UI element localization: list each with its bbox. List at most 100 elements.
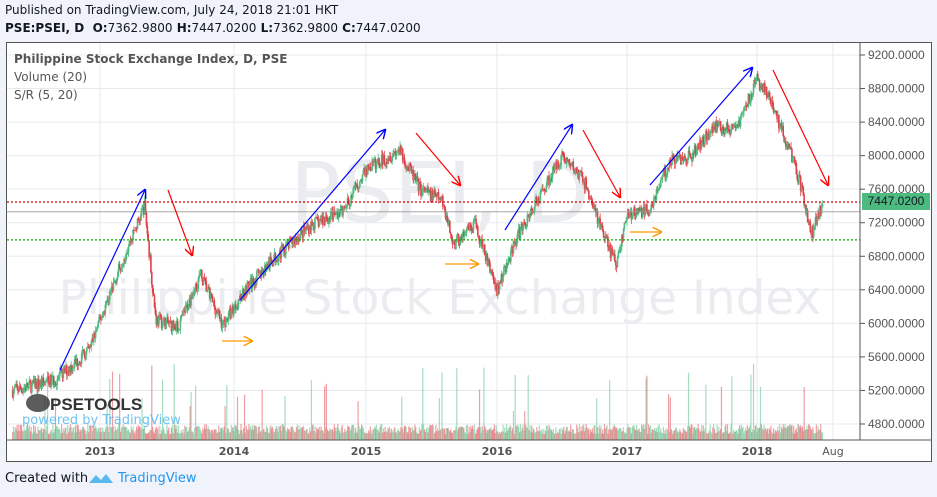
- volume-bar: [81, 426, 84, 440]
- volume-bar: [95, 425, 97, 440]
- volume-bar: [798, 425, 800, 440]
- volume-bar: [186, 426, 188, 440]
- volume-bar: [103, 432, 106, 440]
- candle-body: [804, 204, 806, 206]
- volume-bar: [674, 428, 677, 440]
- volume-bar: [457, 430, 459, 440]
- volume-bar: [511, 430, 513, 440]
- candle-body: [14, 386, 17, 388]
- volume-bar: [713, 429, 716, 440]
- volume-bar: [187, 430, 190, 440]
- volume-bar: [363, 431, 365, 440]
- candle-body: [197, 278, 200, 289]
- published-line: Published on TradingView.com, July 24, 2…: [5, 3, 339, 17]
- volume-bar: [114, 426, 116, 440]
- candle-body: [459, 236, 462, 246]
- candle-body: [432, 195, 435, 201]
- trend-down-arrow[interactable]: [415, 132, 460, 185]
- volume-bar: [443, 429, 445, 440]
- volume-bar: [801, 426, 804, 440]
- tradingview-link[interactable]: TradingView: [118, 471, 197, 486]
- volume-bar: [33, 424, 35, 440]
- legend-main[interactable]: Philippine Stock Exchange Index, D, PSE: [14, 52, 288, 66]
- price-axis: 9200.00008800.00008400.00008000.00007600…: [860, 48, 925, 431]
- volume-bar: [668, 394, 670, 440]
- candle-body: [312, 225, 314, 227]
- volume-bar: [742, 426, 744, 440]
- volume-bar: [281, 424, 283, 440]
- candle-body: [341, 205, 344, 216]
- candle-body: [257, 269, 260, 273]
- candle-body: [74, 359, 77, 363]
- legend-volume[interactable]: Volume (20): [14, 70, 88, 84]
- volume-bar: [109, 379, 111, 440]
- candle-body: [731, 124, 734, 127]
- candle-body: [134, 229, 136, 231]
- volume-bar: [663, 432, 665, 440]
- volume-bar: [339, 433, 342, 440]
- volume-bar: [434, 432, 436, 440]
- candle-body: [785, 145, 788, 147]
- volume-bar: [794, 430, 797, 440]
- trend-down-arrow[interactable]: [167, 189, 192, 255]
- candle-body: [774, 110, 777, 112]
- volume-bar: [387, 427, 389, 440]
- trend-up-arrow[interactable]: [239, 130, 385, 301]
- candle-body: [573, 169, 575, 174]
- candle-body: [15, 383, 17, 387]
- volume-bar: [466, 424, 468, 440]
- volume-bar: [685, 431, 687, 440]
- candle-body: [264, 265, 267, 272]
- volume-bar: [65, 427, 67, 440]
- volume-bar: [509, 425, 511, 440]
- candle-body: [503, 266, 505, 276]
- candle-body: [343, 205, 345, 208]
- volume-bar: [151, 365, 153, 440]
- candle-body: [579, 170, 581, 173]
- volume-bar: [342, 432, 344, 440]
- candle-body: [819, 206, 821, 219]
- candle-body: [334, 214, 336, 216]
- legend-sr[interactable]: S/R (5, 20): [14, 88, 78, 102]
- candle-body: [111, 286, 114, 291]
- candle-body: [609, 244, 612, 259]
- volume-bar: [232, 426, 234, 440]
- candle-body: [267, 260, 270, 269]
- volume-bar: [231, 428, 233, 440]
- volume-bar: [273, 432, 275, 440]
- volume-bar: [557, 431, 559, 440]
- trend-up-arrow[interactable]: [504, 125, 572, 231]
- trend-up-arrow[interactable]: [649, 68, 752, 186]
- volume-bar: [82, 426, 85, 440]
- volume-bar: [551, 429, 553, 440]
- candle-body: [483, 244, 485, 248]
- volume-bar: [190, 391, 192, 440]
- volume-bar: [501, 431, 503, 440]
- price-tick-label: 8400.0000: [868, 115, 925, 129]
- volume-bar: [37, 426, 39, 440]
- trend-up-arrow[interactable]: [59, 190, 145, 371]
- candle-body: [541, 188, 543, 191]
- volume-bar: [397, 428, 399, 440]
- volume-bar: [413, 429, 415, 440]
- volume-bar: [458, 426, 461, 440]
- trend-down-arrow[interactable]: [582, 129, 620, 197]
- volume-bar: [690, 424, 692, 440]
- candle-body: [475, 218, 477, 224]
- volume-bar: [253, 425, 255, 440]
- volume-bar: [275, 425, 277, 440]
- volume-bar: [583, 431, 586, 440]
- volume-bar: [201, 433, 203, 440]
- volume-bar: [289, 431, 291, 440]
- candle-body: [142, 206, 144, 209]
- trend-down-arrow[interactable]: [772, 69, 828, 185]
- candle-body: [319, 219, 322, 222]
- candle-body: [481, 239, 483, 249]
- volume-bar: [810, 429, 812, 440]
- candle-body: [348, 203, 351, 206]
- candle-body: [354, 185, 357, 188]
- candle-body: [230, 311, 233, 319]
- candle-body: [401, 148, 404, 161]
- candle-body: [564, 161, 567, 164]
